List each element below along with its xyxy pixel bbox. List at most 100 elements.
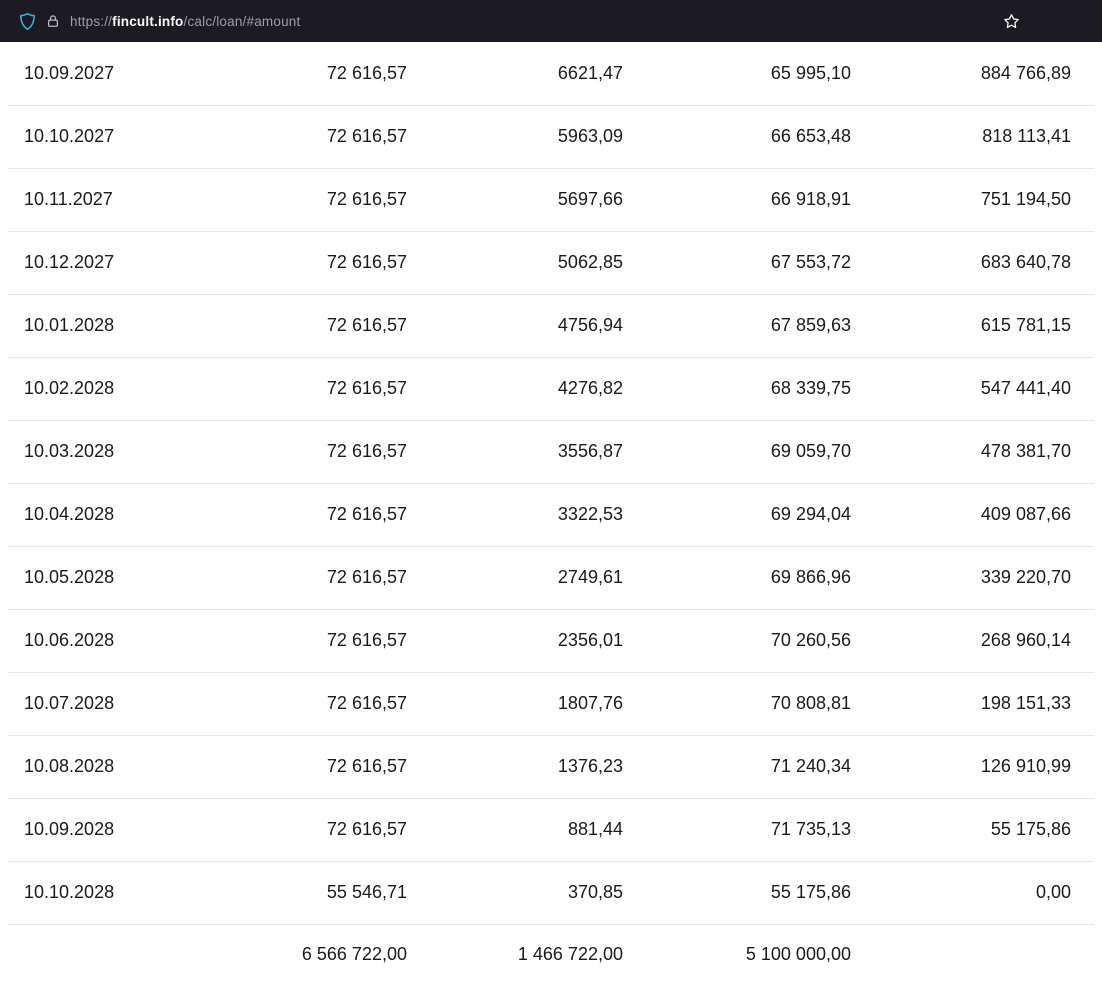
cell-date: 10.03.2028 bbox=[8, 420, 218, 484]
cell-date: 10.06.2028 bbox=[8, 609, 218, 673]
cell-value: 5963,09 bbox=[407, 105, 623, 169]
cell-value: 55 546,71 bbox=[218, 861, 407, 925]
table-body: 10.09.2027 72 616,57 6621,47 65 995,10 884 7… bbox=[8, 42, 1094, 925]
cell-value: 67 859,63 bbox=[623, 294, 851, 358]
cell-value: 5 100 000,00 bbox=[745, 944, 851, 965]
cell-value: 683 640,78 bbox=[851, 231, 1094, 295]
cell-value: 72 616,57 bbox=[218, 483, 407, 547]
cell-value: 66 918,91 bbox=[623, 168, 851, 232]
totals-row: 6 566 722,00 1 466 722,00 5 100 000,00 bbox=[8, 924, 1094, 985]
cell-value: 66 653,48 bbox=[623, 105, 851, 169]
cell-value: 1376,23 bbox=[407, 735, 623, 799]
cell-value: 881,44 bbox=[407, 798, 623, 862]
cell-value: 5062,85 bbox=[407, 231, 623, 295]
url-path: /calc/loan/#amount bbox=[183, 13, 301, 29]
cell-date: 10.08.2028 bbox=[8, 735, 218, 799]
cell-value: 72 616,57 bbox=[218, 357, 407, 421]
cell-date: 10.07.2028 bbox=[8, 672, 218, 736]
cell-value: 69 059,70 bbox=[623, 420, 851, 484]
table-row: 10.09.2028 72 616,57 881,44 71 735,13 55 175… bbox=[8, 798, 1094, 862]
table-row: 10.06.2028 72 616,57 2356,01 70 260,56 268 9… bbox=[8, 609, 1094, 673]
cell-date: 10.11.2027 bbox=[8, 168, 218, 232]
cell-value: 6 566 722,00 bbox=[301, 944, 407, 965]
cell-value: 69 866,96 bbox=[623, 546, 851, 610]
cell-value: 69 294,04 bbox=[623, 483, 851, 547]
cell-value: 55 175,86 bbox=[623, 861, 851, 925]
cell-value: 2356,01 bbox=[407, 609, 623, 673]
cell-value: 68 339,75 bbox=[623, 357, 851, 421]
payment-schedule-table: 10.09.2027 72 616,57 6621,47 65 995,10 884 7… bbox=[8, 42, 1094, 985]
cell-date: 10.09.2028 bbox=[8, 798, 218, 862]
cell-value: 5697,66 bbox=[407, 168, 623, 232]
cell-value: 70 808,81 bbox=[623, 672, 851, 736]
cell-value: 72 616,57 bbox=[218, 42, 407, 106]
cell-value: 72 616,57 bbox=[218, 168, 407, 232]
cell-value: 72 616,57 bbox=[218, 294, 407, 358]
cell-value: 4756,94 bbox=[407, 294, 623, 358]
cell-value: 478 381,70 bbox=[851, 420, 1094, 484]
table-row: 10.05.2028 72 616,57 2749,61 69 866,96 339 2… bbox=[8, 546, 1094, 610]
browser-address-bar[interactable]: https://fincult.info/calc/loan/#amount bbox=[0, 0, 1102, 42]
cell-value: 72 616,57 bbox=[218, 546, 407, 610]
cell-date: 10.10.2028 bbox=[8, 861, 218, 925]
cell-value: 4276,82 bbox=[407, 357, 623, 421]
cell-value: 71 240,34 bbox=[623, 735, 851, 799]
tracking-protection-shield-icon[interactable] bbox=[14, 8, 40, 34]
cell-value: 1 466 722,00 bbox=[517, 944, 623, 965]
cell-value: 72 616,57 bbox=[218, 798, 407, 862]
cell-value: 55 175,86 bbox=[851, 798, 1094, 862]
cell-value: 126 910,99 bbox=[851, 735, 1094, 799]
cell-value: 268 960,14 bbox=[851, 609, 1094, 673]
cell-date: 10.01.2028 bbox=[8, 294, 218, 358]
cell-value: 72 616,57 bbox=[218, 609, 407, 673]
bookmark-star-icon[interactable] bbox=[998, 8, 1024, 34]
table-row: 10.01.2028 72 616,57 4756,94 67 859,63 615 7… bbox=[8, 294, 1094, 358]
table-row: 10.11.2027 72 616,57 5697,66 66 918,91 751 1… bbox=[8, 168, 1094, 232]
cell-date: 10.09.2027 bbox=[8, 42, 218, 106]
table-row: 10.09.2027 72 616,57 6621,47 65 995,10 884 7… bbox=[8, 42, 1094, 106]
cell-value: 65 995,10 bbox=[623, 42, 851, 106]
table-row: 10.08.2028 72 616,57 1376,23 71 240,34 126 9… bbox=[8, 735, 1094, 799]
cell-value: 6621,47 bbox=[407, 42, 623, 106]
cell-date bbox=[8, 924, 218, 985]
cell-value: 72 616,57 bbox=[218, 231, 407, 295]
cell-date: 10.04.2028 bbox=[8, 483, 218, 547]
cell-value: 3322,53 bbox=[407, 483, 623, 547]
cell-value: 72 616,57 bbox=[218, 672, 407, 736]
cell-value: 547 441,40 bbox=[851, 357, 1094, 421]
cell-date: 10.05.2028 bbox=[8, 546, 218, 610]
cell-value: 72 616,57 bbox=[218, 420, 407, 484]
cell-value: 72 616,57 bbox=[218, 105, 407, 169]
table-row: 10.12.2027 72 616,57 5062,85 67 553,72 683 6… bbox=[8, 231, 1094, 295]
cell-value: 0,00 bbox=[851, 861, 1094, 925]
cell-value: 198 151,33 bbox=[851, 672, 1094, 736]
payment-schedule: 10.09.2027 72 616,57 6621,47 65 995,10 884 7… bbox=[8, 42, 1094, 985]
cell-value bbox=[851, 924, 1094, 985]
cell-value: 409 087,66 bbox=[851, 483, 1094, 547]
cell-value: 67 553,72 bbox=[623, 231, 851, 295]
cell-value: 2749,61 bbox=[407, 546, 623, 610]
cell-value: 751 194,50 bbox=[851, 168, 1094, 232]
table-row: 10.10.2027 72 616,57 5963,09 66 653,48 818 1… bbox=[8, 105, 1094, 169]
url-text[interactable]: https://fincult.info/calc/loan/#amount bbox=[70, 14, 998, 29]
cell-value: 1807,76 bbox=[407, 672, 623, 736]
table-row: 10.03.2028 72 616,57 3556,87 69 059,70 478 3… bbox=[8, 420, 1094, 484]
url-domain: fincult.info bbox=[112, 13, 184, 29]
table-row: 10.07.2028 72 616,57 1807,76 70 808,81 198 1… bbox=[8, 672, 1094, 736]
cell-value: 3556,87 bbox=[407, 420, 623, 484]
padlock-icon[interactable] bbox=[40, 8, 66, 34]
cell-value: 818 113,41 bbox=[851, 105, 1094, 169]
cell-value: 339 220,70 bbox=[851, 546, 1094, 610]
table-row: 10.10.2028 55 546,71 370,85 55 175,86 0,00 bbox=[8, 861, 1094, 925]
cell-date: 10.10.2027 bbox=[8, 105, 218, 169]
table-row: 10.04.2028 72 616,57 3322,53 69 294,04 409 0… bbox=[8, 483, 1094, 547]
cell-value: 615 781,15 bbox=[851, 294, 1094, 358]
cell-value: 72 616,57 bbox=[218, 735, 407, 799]
cell-value: 370,85 bbox=[407, 861, 623, 925]
cell-value: 71 735,13 bbox=[623, 798, 851, 862]
table-row: 10.02.2028 72 616,57 4276,82 68 339,75 547 4… bbox=[8, 357, 1094, 421]
cell-date: 10.02.2028 bbox=[8, 357, 218, 421]
cell-value: 70 260,56 bbox=[623, 609, 851, 673]
url-scheme: https:// bbox=[70, 13, 113, 29]
cell-date: 10.12.2027 bbox=[8, 231, 218, 295]
